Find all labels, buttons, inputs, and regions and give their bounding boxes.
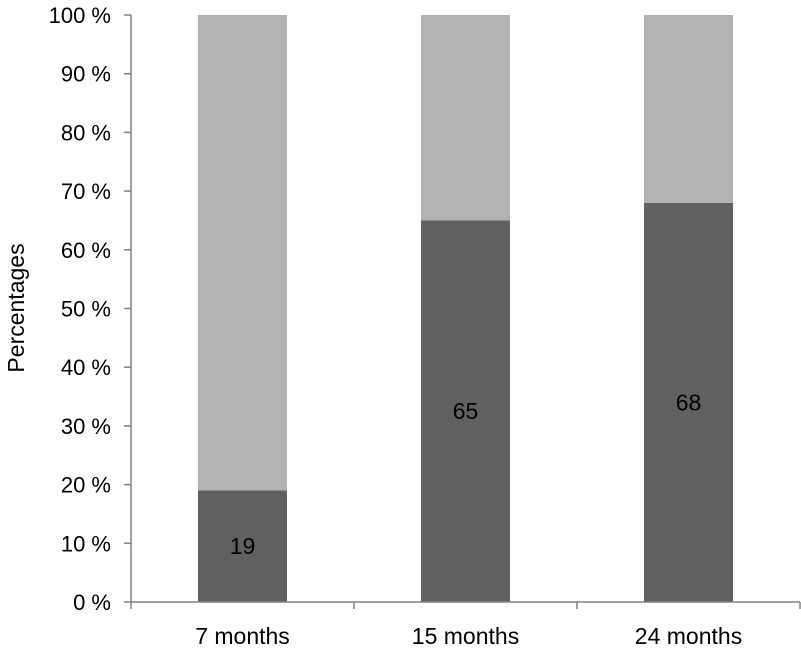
- y-tick-label-60: 60 %: [61, 238, 111, 263]
- y-tick-label-100: 100 %: [49, 3, 111, 28]
- data-label-1: 19: [230, 533, 256, 559]
- x-axis: 7 months 15 months 24 months: [130, 601, 801, 649]
- y-axis: 0 % 10 % 20 % 30 % 40 % 50 % 60 % 70 % 80 % 90 % 1…: [49, 3, 132, 615]
- y-tick-label-70: 70 %: [61, 179, 111, 204]
- bar-segment-lower-3: [644, 202, 733, 602]
- y-tick-label-80: 80 %: [61, 120, 111, 145]
- data-labels-group: 19 65 68: [230, 389, 702, 559]
- y-tick-label-20: 20 %: [61, 473, 111, 498]
- bars-group: [198, 15, 733, 602]
- x-tick-label-1: 7 months: [195, 623, 290, 649]
- y-tick-label-30: 30 %: [61, 414, 111, 439]
- y-tick-label-90: 90 %: [61, 62, 111, 87]
- bar-segment-upper-3: [644, 15, 733, 203]
- y-tick-label-10: 10 %: [61, 531, 111, 556]
- y-tick-label-40: 40 %: [61, 355, 111, 380]
- y-tick-label-50: 50 %: [61, 297, 111, 322]
- x-tick-label-3: 24 months: [635, 623, 742, 649]
- x-tick-label-2: 15 months: [412, 623, 519, 649]
- data-label-3: 68: [676, 389, 702, 415]
- bar-segment-lower-1: [198, 490, 287, 602]
- bar-segment-lower-2: [421, 220, 510, 602]
- data-label-2: 65: [453, 398, 479, 424]
- bar-segment-upper-1: [198, 15, 287, 491]
- y-tick-label-0: 0 %: [73, 590, 111, 615]
- y-axis-title: Percentages: [3, 243, 29, 372]
- bar-segment-upper-2: [421, 15, 510, 221]
